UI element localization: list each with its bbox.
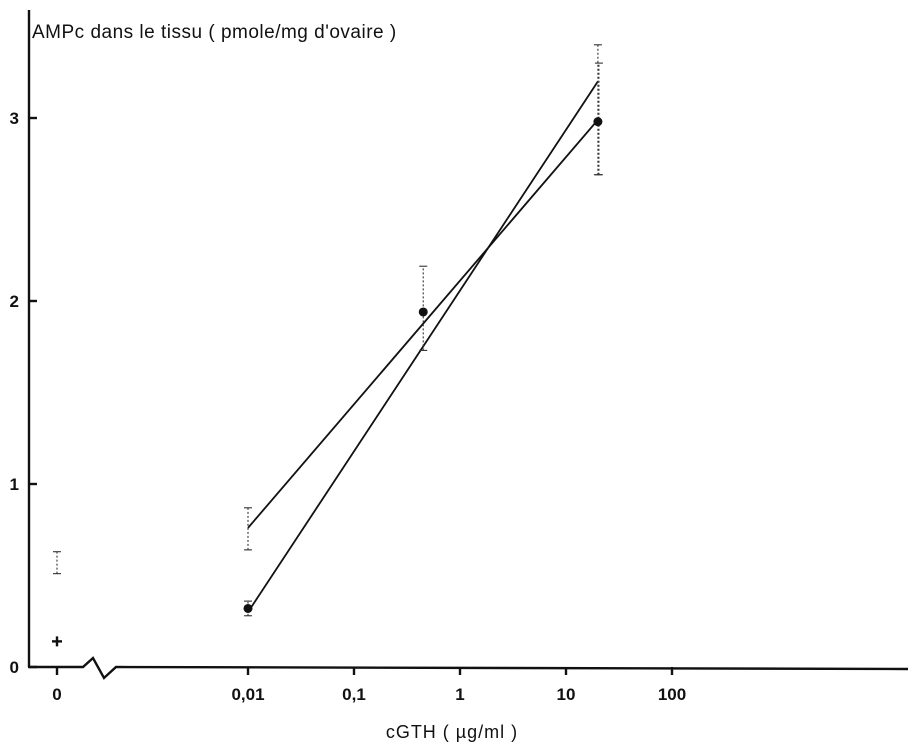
data-point [243,603,253,613]
axes [27,10,909,680]
x-axis-line-with-break [29,656,909,680]
tick-labels: 0 1 2 3 0 0,01 0,1 1 10 100 [10,109,687,704]
fit-line-series-2 [247,119,599,529]
x-tick-label: 0 [52,685,61,704]
error-bars [53,44,603,617]
x-tick-label: 0,01 [231,685,264,704]
fit-line-series-1 [247,80,599,613]
data-point [418,307,428,317]
x-axis-label: cGTH ( µg/ml ) [386,722,518,742]
x-tick-label: 100 [658,685,686,704]
y-tick-label: 2 [10,292,19,311]
fit-lines [247,80,599,613]
y-axis-label: AMPc dans le tissu ( pmole/mg d'ovaire ) [32,22,397,43]
y-tick-label: 1 [10,475,19,494]
y-tick-label: 0 [10,658,19,677]
x-tick-label: 10 [557,685,576,704]
x-tick-label: 1 [455,685,464,704]
y-tick-label: 3 [10,109,19,128]
data-point [593,117,603,127]
data-points [52,117,603,647]
x-tick-label: 0,1 [342,685,366,704]
